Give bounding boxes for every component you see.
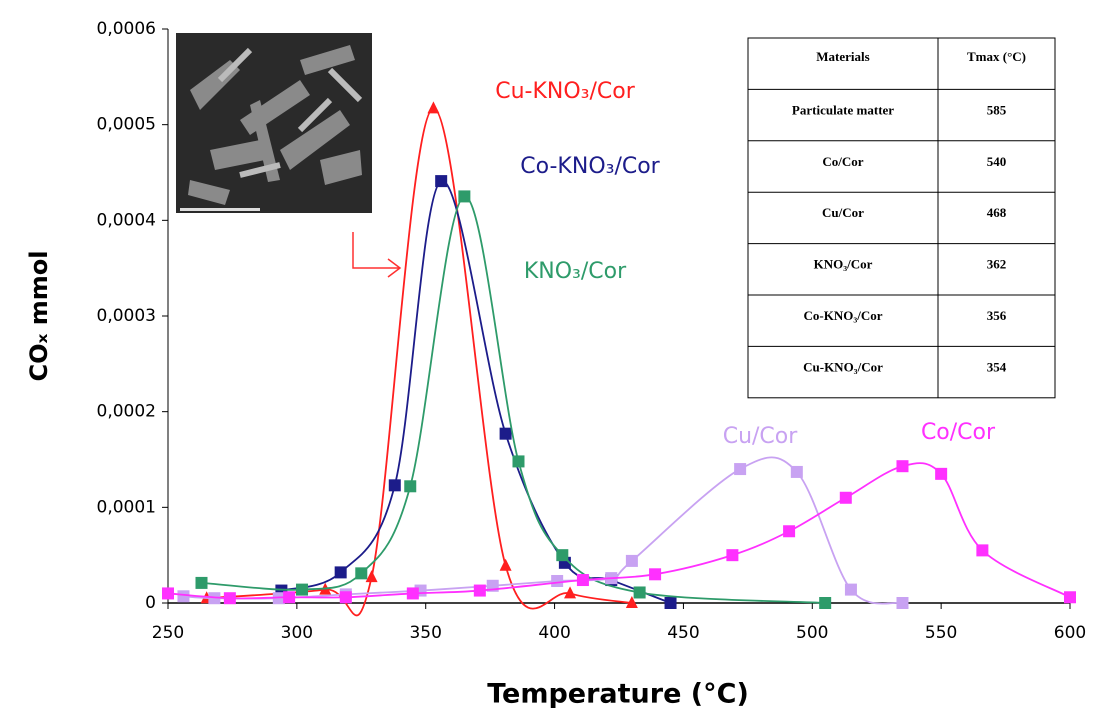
marker xyxy=(551,574,564,587)
marker xyxy=(365,570,378,583)
y-tick-label: 0,0005 xyxy=(97,115,156,135)
series-label: Cu-KNO₃/Cor xyxy=(495,79,635,104)
marker xyxy=(633,586,646,599)
arrow xyxy=(352,232,402,278)
y-tick-label: 0,0001 xyxy=(97,497,156,517)
marker xyxy=(388,479,401,492)
marker xyxy=(1064,591,1076,604)
x-tick-label: 300 xyxy=(281,623,313,643)
marker xyxy=(223,592,236,605)
x-tick-label: 350 xyxy=(409,623,441,643)
marker xyxy=(499,558,512,571)
table-cell: KNO₃/Cor xyxy=(814,257,873,272)
y-axis-label: COₓ mmol xyxy=(25,250,53,381)
marker xyxy=(435,175,448,188)
marker xyxy=(355,567,368,580)
marker xyxy=(334,566,347,579)
marker xyxy=(473,584,486,597)
table-cell: Cu/Cor xyxy=(822,205,864,220)
table-cell: 585 xyxy=(987,102,1007,117)
marker xyxy=(896,597,909,609)
marker xyxy=(556,549,569,562)
marker xyxy=(790,465,803,478)
series-label: Cu/Cor xyxy=(723,424,799,449)
marker xyxy=(162,587,174,600)
marker xyxy=(734,463,747,476)
marker xyxy=(625,554,638,567)
x-tick-label: 550 xyxy=(925,623,957,643)
x-tick-label: 450 xyxy=(667,623,699,643)
marker xyxy=(625,596,638,608)
x-axis-label: Temperature (°C) xyxy=(487,679,749,710)
table-cell: 354 xyxy=(987,359,1007,374)
series-line xyxy=(281,180,671,604)
marker xyxy=(564,586,577,599)
table-cell: Co/Cor xyxy=(822,154,863,169)
table-header: Materials xyxy=(816,49,869,64)
marker xyxy=(296,583,309,596)
series-line xyxy=(201,195,826,604)
x-tick-label: 250 xyxy=(152,623,184,643)
y-tick-label: 0,0004 xyxy=(97,210,156,230)
marker xyxy=(404,480,417,493)
marker xyxy=(512,455,525,468)
table-border xyxy=(747,37,1056,399)
marker xyxy=(283,591,296,604)
marker xyxy=(935,467,948,480)
marker xyxy=(664,597,677,609)
table-header: Tmax (°C) xyxy=(967,49,1026,64)
table-cell: 540 xyxy=(987,154,1007,169)
table-cell: 362 xyxy=(987,257,1007,272)
marker xyxy=(839,491,852,504)
x-tick-label: 400 xyxy=(538,623,570,643)
series-line xyxy=(167,462,1071,600)
marker xyxy=(844,583,857,596)
table-cell: 356 xyxy=(987,308,1007,323)
marker xyxy=(177,590,190,603)
table-cell: Co-KNO₃/Cor xyxy=(804,308,883,323)
x-tick-label: 500 xyxy=(796,623,828,643)
y-tick-label: 0 xyxy=(145,593,156,613)
marker xyxy=(819,597,832,609)
table-cell: Particulate matter xyxy=(792,102,894,117)
series-label: Co/Cor xyxy=(921,420,996,445)
marker xyxy=(427,101,440,114)
marker xyxy=(976,544,989,557)
marker xyxy=(339,591,352,604)
marker xyxy=(406,587,419,600)
marker xyxy=(458,190,471,203)
marker xyxy=(195,576,208,589)
table-cell: Cu-KNO₃/Cor xyxy=(803,359,883,374)
table: Materials Tmax (°C) Particulate matter 585 C… xyxy=(747,37,1056,399)
series-label: Co-KNO₃/Cor xyxy=(520,154,660,179)
sem-inset xyxy=(176,33,372,213)
marker xyxy=(499,427,512,440)
marker xyxy=(783,525,796,538)
marker xyxy=(726,549,739,562)
series-label: KNO₃/Cor xyxy=(524,259,627,284)
table-cell: 468 xyxy=(987,205,1007,220)
x-tick-label: 600 xyxy=(1054,623,1086,643)
y-tick-label: 0,0006 xyxy=(97,19,156,39)
marker xyxy=(896,460,909,473)
marker xyxy=(576,574,589,587)
y-tick-label: 0,0002 xyxy=(97,402,156,422)
marker xyxy=(649,568,662,581)
y-tick-label: 0,0003 xyxy=(97,306,156,326)
